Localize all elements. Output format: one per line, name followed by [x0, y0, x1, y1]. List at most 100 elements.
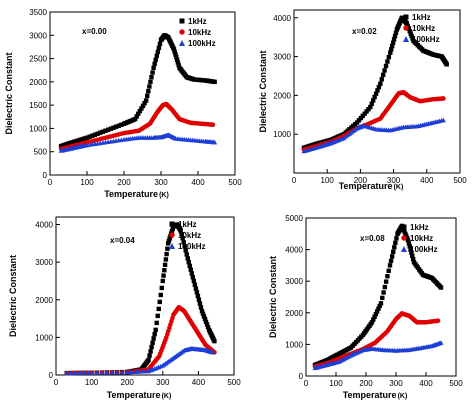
- data-point: [119, 369, 125, 375]
- data-point: [440, 117, 446, 123]
- data-point: [374, 309, 380, 314]
- data-point: [386, 54, 392, 60]
- data-point: [195, 293, 201, 299]
- data-point: [186, 259, 191, 265]
- series-10kHz: [64, 304, 217, 376]
- data-point: [108, 126, 113, 131]
- data-point: [392, 33, 398, 39]
- data-point: [92, 132, 98, 137]
- data-point: [391, 249, 396, 255]
- data-point: [64, 370, 70, 376]
- data-point: [162, 262, 168, 268]
- y-tick-label: 2000: [29, 78, 47, 87]
- data-point: [378, 81, 383, 86]
- legend-label: 10kHz: [178, 231, 201, 240]
- data-point: [67, 370, 73, 376]
- data-point: [155, 313, 160, 319]
- data-point: [404, 21, 410, 26]
- data-point: [146, 88, 151, 94]
- y-tick-label: 3000: [29, 31, 47, 40]
- data-point: [389, 43, 395, 49]
- plot-frame: [55, 216, 235, 376]
- series-100kHz: [64, 346, 216, 376]
- x-tick-label: 100: [80, 178, 94, 187]
- data-point: [103, 128, 108, 133]
- x-tick-label: 200: [117, 178, 131, 187]
- data-point: [154, 320, 159, 326]
- data-point: [160, 278, 165, 284]
- data-point: [137, 108, 143, 114]
- x-tick-label: 100: [85, 378, 99, 387]
- y-tick-label: 1500: [29, 101, 47, 110]
- plot-frame: [49, 11, 236, 176]
- data-point: [148, 349, 153, 354]
- data-point: [203, 319, 209, 324]
- data-point: [84, 135, 90, 140]
- x-axis-title: Temperature: [104, 189, 158, 199]
- data-point: [389, 47, 394, 52]
- data-point: [146, 357, 151, 363]
- data-point: [199, 308, 205, 314]
- data-point: [165, 241, 171, 246]
- data-point: [407, 28, 412, 34]
- data-point: [212, 79, 217, 85]
- data-point: [406, 26, 411, 31]
- y-axis-label: Dielectric Constant: [268, 256, 278, 338]
- data-point: [113, 124, 119, 129]
- legend-label: 100kHz: [188, 39, 216, 48]
- series-100kHz: [58, 132, 218, 153]
- x-axis-title: Temperature: [339, 181, 393, 191]
- legend-label: 100kHz: [412, 35, 440, 44]
- data-point: [185, 256, 190, 261]
- legend-label: 1kHz: [178, 220, 197, 229]
- x-tick-label: 200: [121, 378, 135, 387]
- x-tick-label: 200: [354, 176, 368, 185]
- legend-marker: [179, 40, 185, 46]
- data-point: [151, 336, 156, 341]
- y-tick-label: 1000: [35, 333, 53, 342]
- y-tick-label: 3000: [273, 53, 291, 62]
- x-tick-label: 500: [453, 176, 467, 185]
- data-point: [376, 84, 382, 90]
- legend-marker: [403, 25, 409, 31]
- data-point: [158, 292, 163, 298]
- composition-label: x=0.00: [82, 27, 107, 36]
- data-point: [393, 240, 398, 246]
- data-point: [116, 123, 121, 128]
- x-tick-label: 500: [228, 178, 242, 187]
- data-point: [144, 98, 149, 103]
- data-point: [383, 63, 389, 69]
- data-point: [183, 248, 188, 253]
- data-point: [360, 113, 365, 119]
- data-point: [151, 65, 156, 71]
- x-tick-label: 300: [389, 379, 403, 388]
- data-point: [389, 254, 395, 259]
- data-point: [109, 369, 115, 375]
- data-point: [156, 45, 162, 51]
- legend-marker: [169, 221, 175, 227]
- data-point: [178, 227, 183, 233]
- x-axis-unit: (K): [398, 393, 408, 400]
- data-point: [145, 93, 150, 99]
- data-point: [435, 318, 441, 324]
- data-point: [159, 285, 164, 291]
- data-point: [171, 47, 177, 52]
- data-point: [166, 238, 172, 244]
- data-point: [153, 57, 158, 63]
- data-point: [409, 33, 414, 39]
- data-point: [405, 237, 411, 243]
- data-point: [368, 104, 373, 110]
- data-point: [390, 40, 396, 45]
- plot-frame: [293, 9, 461, 174]
- data-point: [407, 244, 412, 249]
- y-tick-label: 3000: [285, 277, 303, 286]
- y-axis-label: Dielectric Constant: [4, 52, 14, 134]
- series-1kHz: [64, 222, 217, 376]
- y-tick-label: 2000: [35, 296, 53, 305]
- legend: 1kHz 10kHz 100kHz: [179, 17, 216, 48]
- x-tick-label: 400: [192, 378, 206, 387]
- series-1kHz: [58, 33, 217, 149]
- data-point: [170, 226, 175, 232]
- legend-marker: [401, 235, 407, 241]
